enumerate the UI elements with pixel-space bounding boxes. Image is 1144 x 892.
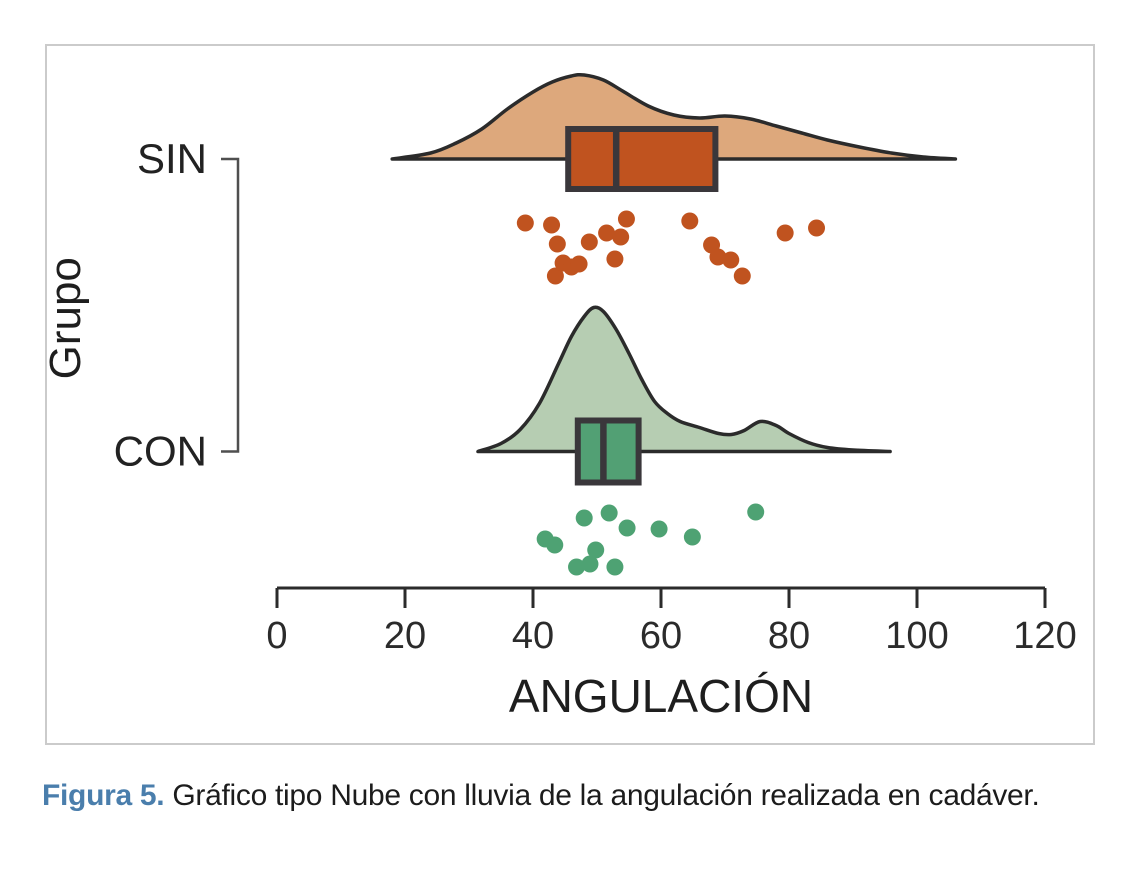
data-point-sin [580, 233, 598, 251]
xtick-label: 0 [266, 615, 287, 657]
data-point-sin [612, 228, 630, 246]
data-point-sin [776, 224, 794, 242]
data-point-con [575, 509, 593, 527]
xtick-label: 20 [384, 615, 426, 657]
xtick-label: 60 [640, 615, 682, 657]
data-point-sin [617, 210, 635, 228]
data-point-con [683, 528, 701, 546]
data-point-sin [709, 248, 727, 266]
data-point-con [747, 503, 765, 521]
data-point-con [650, 520, 668, 538]
raincloud-chart: SIN CON 0 20 40 60 80 100 120 ANGULACIÓN Grupo [41, 72, 1077, 722]
xtick-label: 40 [512, 615, 554, 657]
xtick-label: 80 [768, 615, 810, 657]
box-con [574, 417, 642, 486]
ytick-label-con: CON [114, 428, 207, 475]
density-curve-sin [390, 72, 958, 161]
figure-caption: Figura 5. Gráfico tipo Nube con lluvia d… [42, 772, 1050, 820]
data-point-con [606, 558, 624, 576]
data-point-con [600, 504, 618, 522]
data-point-sin [808, 219, 826, 237]
data-point-sin [570, 255, 588, 273]
data-point-sin [516, 214, 534, 232]
box-sin [565, 126, 719, 192]
xtick-label: 100 [885, 615, 948, 657]
data-point-sin [543, 216, 561, 234]
data-point-con [581, 555, 599, 573]
data-point-sin [598, 224, 616, 242]
data-point-sin [681, 212, 699, 230]
data-point-sin [722, 251, 740, 269]
x-axis-title: ANGULACIÓN [509, 670, 813, 722]
y-axis-title: Grupo [41, 257, 90, 379]
data-point-con [568, 558, 586, 576]
data-point-sin [546, 267, 564, 285]
xtick-label: 120 [1013, 615, 1076, 657]
ytick-label-sin: SIN [137, 135, 207, 182]
y-axis-bracket [221, 157, 240, 453]
data-point-con [618, 519, 636, 537]
data-point-sin [548, 235, 566, 253]
data-point-con [546, 536, 564, 554]
data-point-sin [606, 250, 624, 268]
density-curve-con [476, 305, 892, 454]
data-point-sin [733, 267, 751, 285]
figure-caption-label: Figura 5. [42, 779, 165, 812]
data-point-con [587, 541, 605, 559]
figure-caption-text: Gráfico tipo Nube con lluvia de la angul… [172, 779, 1040, 812]
